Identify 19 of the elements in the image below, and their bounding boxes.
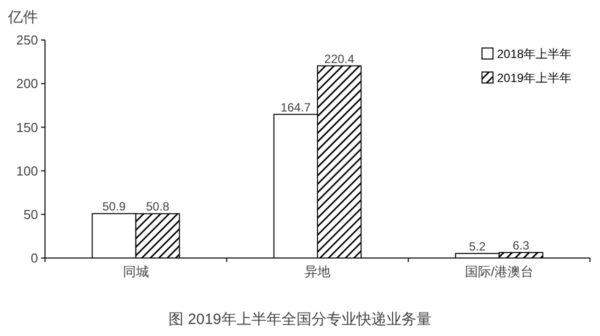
x-tick-label: 异地 (304, 264, 330, 279)
data-label: 164.7 (280, 100, 312, 114)
data-label: 50.8 (146, 200, 170, 214)
legend-label: 2018年上半年 (497, 47, 572, 61)
y-tick-label: 50 (24, 206, 38, 222)
y-tick-label: 200 (16, 76, 38, 92)
x-tick-label: 同城 (122, 264, 149, 279)
y-tick-label: 0 (30, 250, 38, 266)
y-tick-label: 100 (16, 163, 38, 178)
y-tick-label: 250 (16, 32, 38, 48)
data-label: 220.4 (324, 52, 355, 66)
data-label: 50.9 (102, 200, 126, 214)
data-label: 6.3 (512, 238, 530, 253)
y-tick-label: 150 (16, 120, 38, 135)
text: 图 2019年上半年全国分专业快递业务量 (168, 311, 432, 328)
x-tick-label: 国际/港澳台 (464, 264, 534, 279)
legend-label: 2019年上半年 (497, 71, 572, 85)
y-axis-title: 亿件 (7, 9, 38, 26)
data-label: 5.2 (469, 239, 486, 254)
